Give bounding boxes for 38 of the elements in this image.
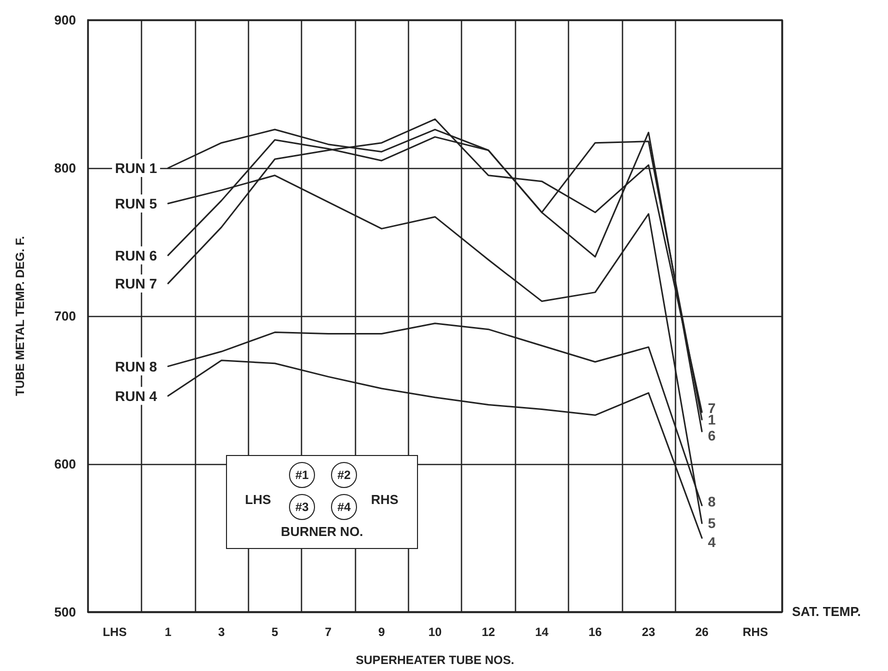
x-tick-label: 7 (324, 625, 332, 639)
x-tick-label: 14 (535, 625, 549, 639)
x-tick-label: 26 (695, 625, 709, 639)
annotation: 6 (708, 427, 716, 444)
annotation: LHS (245, 492, 271, 507)
annotation: RHS (371, 492, 398, 507)
annotation: 4 (708, 534, 716, 550)
x-tick-label: 1 (164, 625, 172, 639)
y-tick-label: 800 (54, 160, 76, 176)
x-tick-label: 10 (428, 625, 442, 639)
y-tick-label: 600 (54, 456, 76, 472)
annotation: #4 (331, 494, 357, 520)
x-tick-label: 3 (218, 625, 226, 639)
series-label: RUN 7 (115, 275, 158, 292)
x-tick-label: 16 (588, 625, 602, 639)
x-tick-label: 12 (482, 625, 496, 639)
y-tick-label: 500 (54, 604, 76, 620)
x-tick-label: 9 (378, 625, 386, 639)
y-axis-title: TUBE METAL TEMP. DEG. F. (13, 236, 27, 396)
x-tick-label: RHS (742, 625, 768, 639)
annotation: #1 (289, 462, 315, 488)
y-tick-label: 700 (54, 308, 76, 324)
series-label: RUN 8 (115, 358, 158, 374)
series-label: RUN 5 (115, 196, 158, 212)
annotation: #2 (331, 462, 357, 488)
series-label: RUN 1 (115, 160, 158, 176)
y-tick-label: 900 (54, 12, 76, 28)
series-label: RUN 6 (115, 247, 158, 264)
x-tick-label: LHS (102, 625, 127, 639)
series-label: RUN 4 (115, 388, 158, 404)
x-axis-title: SUPERHEATER TUBE NOS. (356, 653, 514, 667)
annotation: #3 (289, 494, 315, 520)
annotation: BURNER NO. (280, 524, 364, 539)
x-tick-label: 23 (642, 625, 656, 639)
x-tick-label: 5 (272, 625, 278, 639)
annotation: 8 (708, 493, 716, 510)
annotation: 5 (708, 515, 716, 532)
text: SAT. TEMP. (792, 604, 861, 619)
